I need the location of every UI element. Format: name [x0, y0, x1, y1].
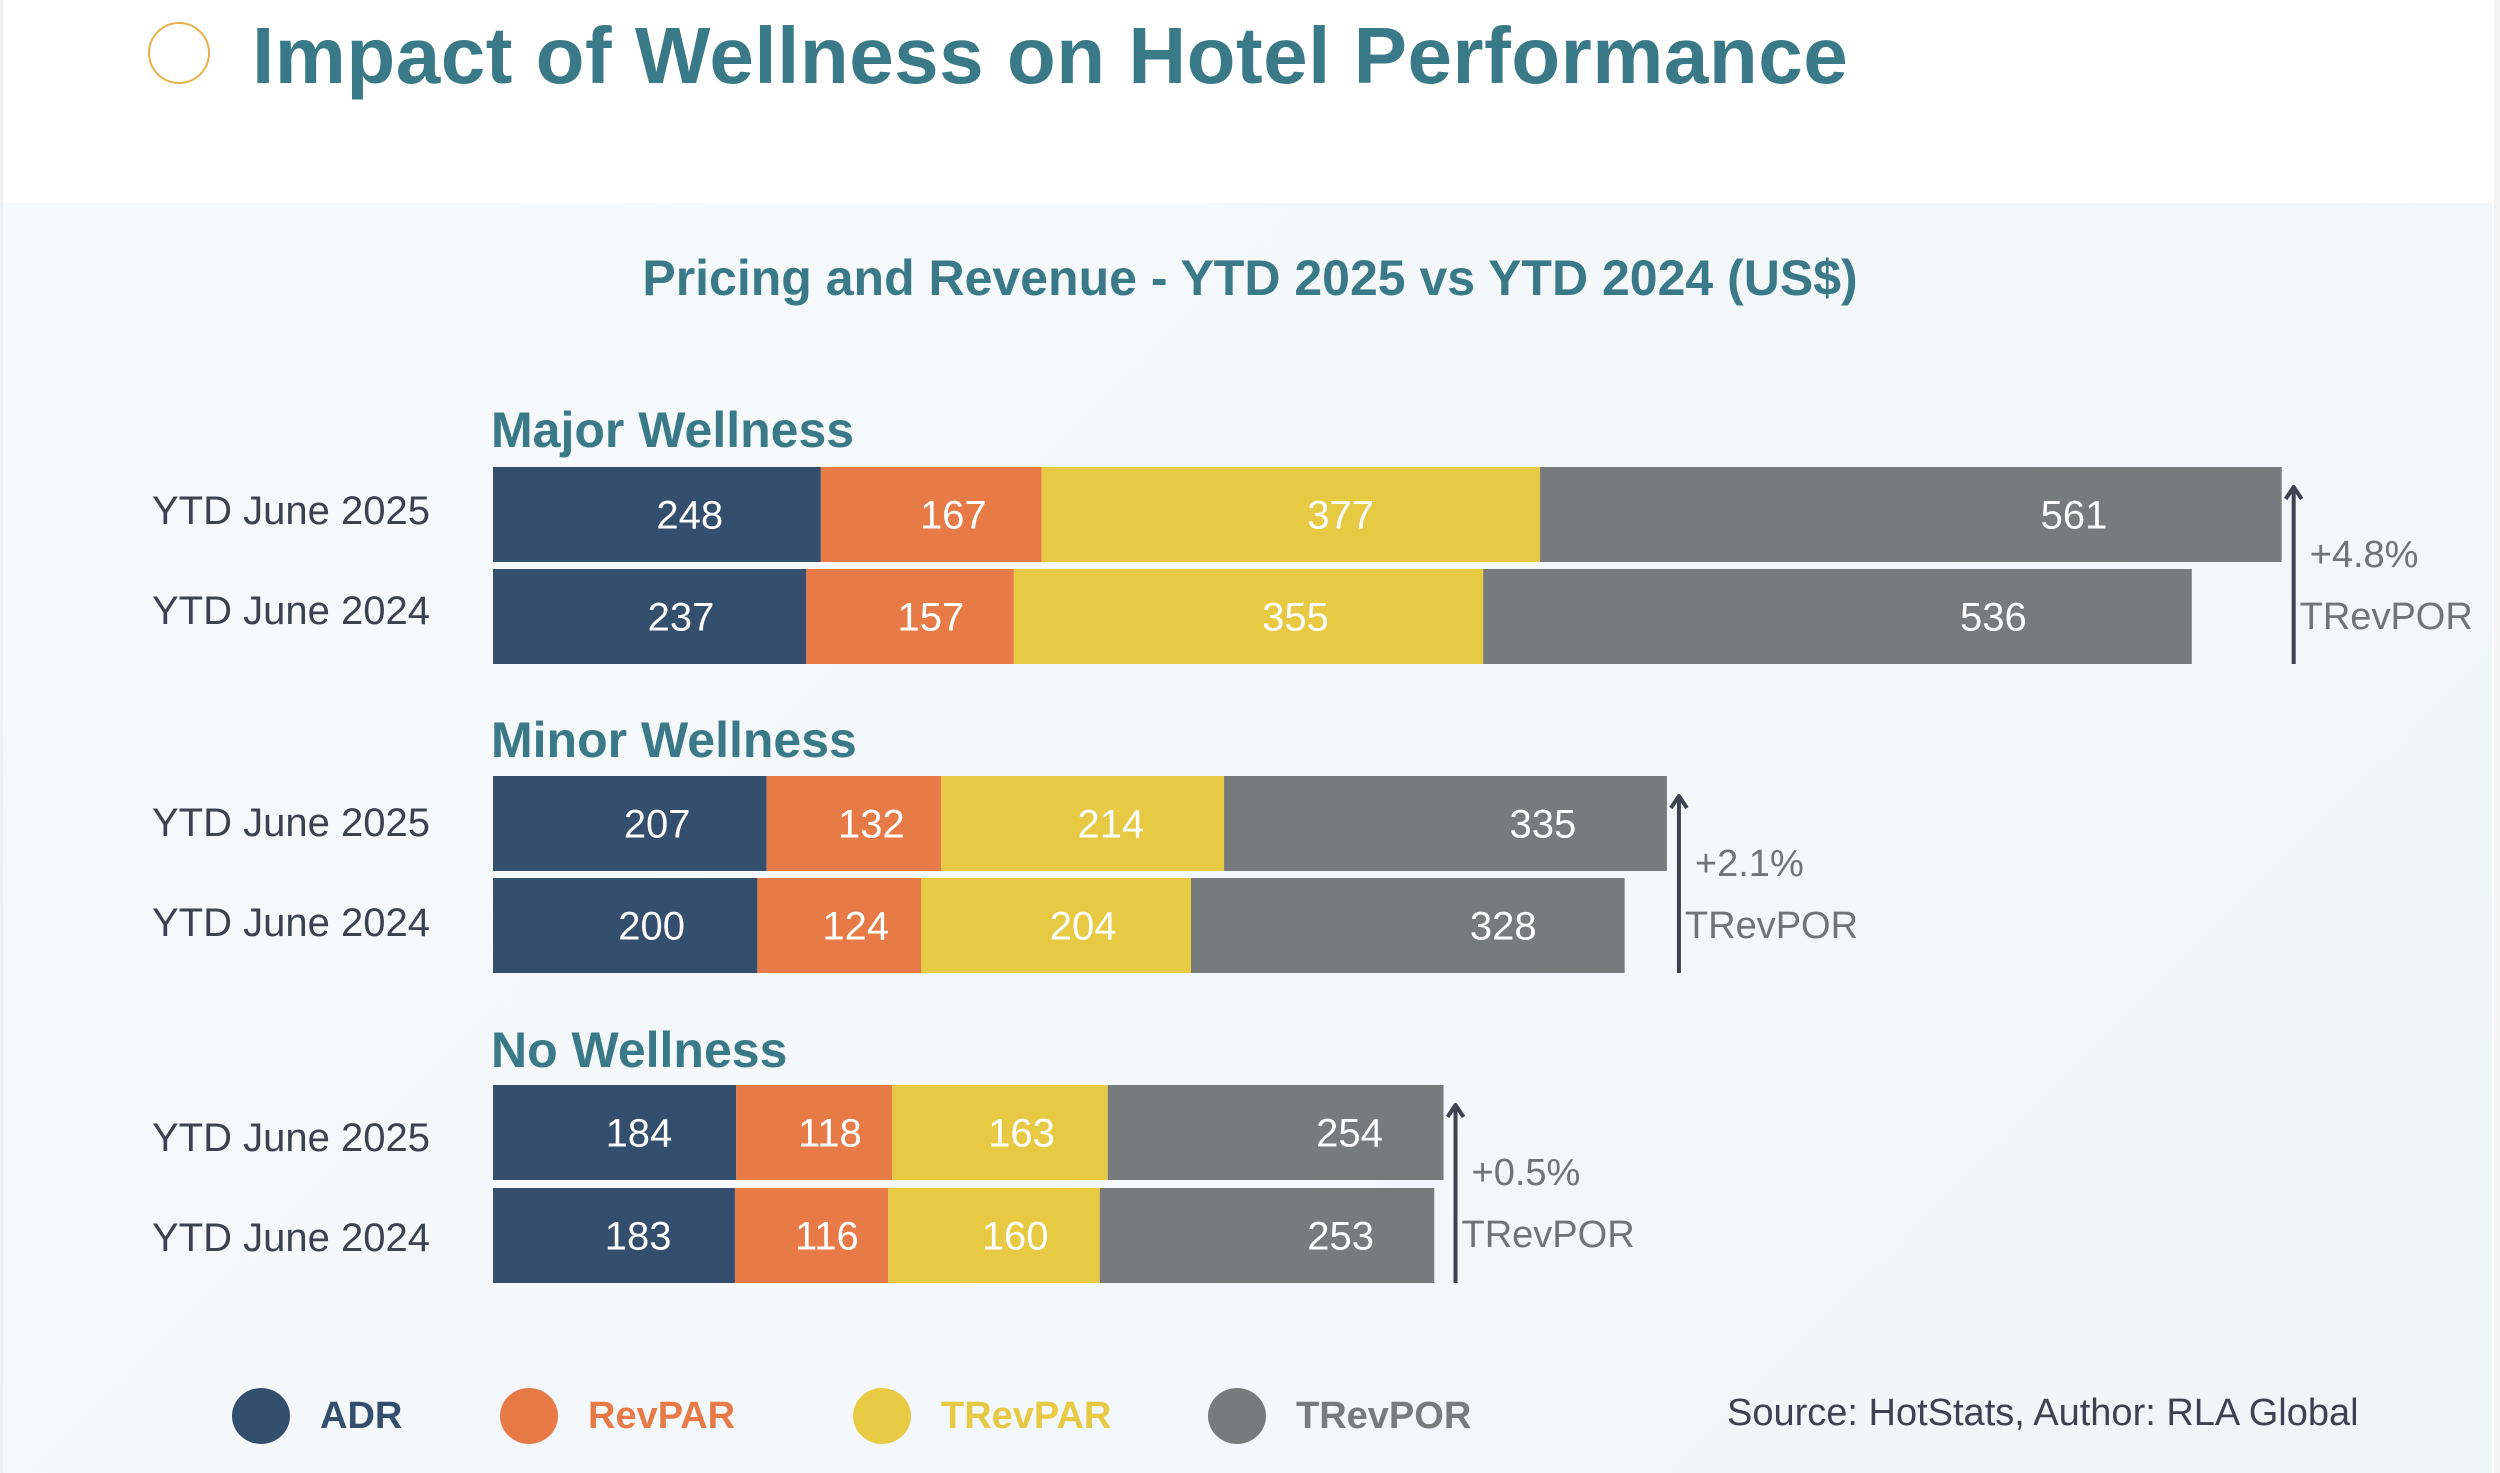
bar-segment-trevpar [1041, 467, 1541, 562]
data-label-adr: 207 [624, 803, 691, 847]
page-right-border [2494, 0, 2500, 1473]
source-credit: Source: HotStats, Author: RLA Global [1727, 1392, 2359, 1434]
data-label-trevpar: 214 [1078, 803, 1145, 847]
change-percent: +4.8% [2310, 534, 2419, 576]
group-title-major-wellness: Major Wellness [491, 402, 855, 458]
legend-swatch-adr [232, 1388, 290, 1444]
chart-legend: ADR RevPAR TRevPAR TRevPOR [0, 1386, 2500, 1446]
data-label-trevpar: 160 [982, 1215, 1049, 1259]
bar-segment-revpar [820, 467, 1042, 562]
bar-segment-trevpar [941, 776, 1225, 871]
data-label-revpar: 132 [838, 803, 905, 847]
bar-segment-trevpor [1107, 1085, 1444, 1180]
arrow-up-icon [1669, 794, 1689, 810]
bar-segment-trevpar [888, 1188, 1100, 1283]
data-label-trevpar: 377 [1307, 494, 1374, 538]
row-label: YTD June 2025 [152, 801, 430, 845]
row-label: YTD June 2025 [152, 1116, 430, 1160]
bar-segment-revpar [806, 569, 1014, 664]
legend-label-trevpar: TRevPAR [941, 1394, 1112, 1437]
bar-segment-trevpor [1540, 467, 2282, 562]
legend-item-revpar: RevPAR [500, 1386, 735, 1446]
arrow-up-icon [1445, 1103, 1466, 1119]
bar-segment-adr [493, 878, 758, 973]
data-label-revpar: 116 [795, 1215, 859, 1259]
bar-segment-adr [493, 1085, 737, 1180]
change-metric: TRevPOR [1462, 1214, 1635, 1256]
bar-segment-trevpor [1224, 776, 1667, 871]
page-title: Impact of Wellness on Hotel Performance [252, 11, 1849, 100]
data-label-adr: 183 [605, 1215, 672, 1259]
data-label-trevpor: 328 [1470, 905, 1537, 949]
data-label-trevpar: 204 [1050, 905, 1117, 949]
bar-segment-revpar [757, 878, 922, 973]
data-label-trevpor: 335 [1510, 803, 1577, 847]
bar-segment-trevpar [1013, 569, 1484, 664]
group-title-minor-wellness: Minor Wellness [491, 712, 857, 768]
legend-label-adr: ADR [320, 1394, 403, 1437]
row-label: YTD June 2025 [152, 489, 430, 533]
data-label-adr: 237 [648, 596, 715, 640]
data-label-revpar: 167 [920, 494, 987, 538]
change-metric: TRevPOR [2300, 596, 2473, 638]
change-percent: +0.5% [1472, 1152, 1581, 1194]
bar-segment-trevpar [921, 878, 1192, 973]
row-label: YTD June 2024 [152, 901, 430, 945]
legend-label-trevpor: TRevPOR [1296, 1394, 1472, 1437]
data-label-revpar: 124 [822, 905, 889, 949]
data-label-adr: 200 [618, 905, 685, 949]
bar-segment-trevpor [1099, 1188, 1435, 1283]
data-label-trevpor: 536 [1960, 596, 2027, 640]
bar-segment-adr [493, 569, 807, 664]
data-label-adr: 248 [656, 494, 723, 538]
bar-segment-trevpor [1483, 569, 2192, 664]
bar-segment-trevpar [892, 1085, 1108, 1180]
legend-swatch-revpar [500, 1388, 558, 1444]
legend-swatch-trevpor [1208, 1388, 1266, 1444]
change-percent: +2.1% [1695, 843, 1804, 885]
data-label-revpar: 118 [798, 1112, 862, 1156]
bar-segment-adr [493, 1188, 735, 1283]
row-label: YTD June 2024 [152, 1216, 430, 1260]
page-left-border [0, 0, 3, 1473]
bar-segment-revpar [736, 1085, 893, 1180]
group-title-no-wellness: No Wellness [491, 1022, 788, 1078]
bar-segment-trevpor [1191, 878, 1625, 973]
bar-segment-revpar [734, 1188, 889, 1283]
data-label-adr: 184 [606, 1112, 673, 1156]
change-metric: TRevPOR [1685, 905, 1858, 947]
data-label-trevpor: 254 [1316, 1112, 1383, 1156]
arrow-up-icon [2284, 485, 2304, 501]
chart-title: Pricing and Revenue - YTD 2025 vs YTD 20… [642, 250, 1858, 306]
title-circle-icon [148, 22, 210, 84]
legend-swatch-trevpar [853, 1388, 911, 1444]
data-label-trevpar: 355 [1262, 596, 1329, 640]
legend-label-revpar: RevPAR [588, 1394, 736, 1437]
bar-segment-adr [493, 467, 821, 562]
legend-item-adr: ADR [232, 1386, 402, 1446]
data-label-trevpor: 253 [1307, 1215, 1374, 1259]
legend-item-trevpor: TRevPOR [1208, 1386, 1471, 1446]
row-label: YTD June 2024 [152, 589, 430, 633]
bar-segment-revpar [766, 776, 942, 871]
bar-segment-adr [493, 776, 767, 871]
data-label-trevpar: 163 [988, 1112, 1055, 1156]
data-label-trevpor: 561 [2041, 494, 2108, 538]
legend-item-trevpar: TRevPAR [853, 1386, 1111, 1446]
data-label-revpar: 157 [897, 596, 964, 640]
